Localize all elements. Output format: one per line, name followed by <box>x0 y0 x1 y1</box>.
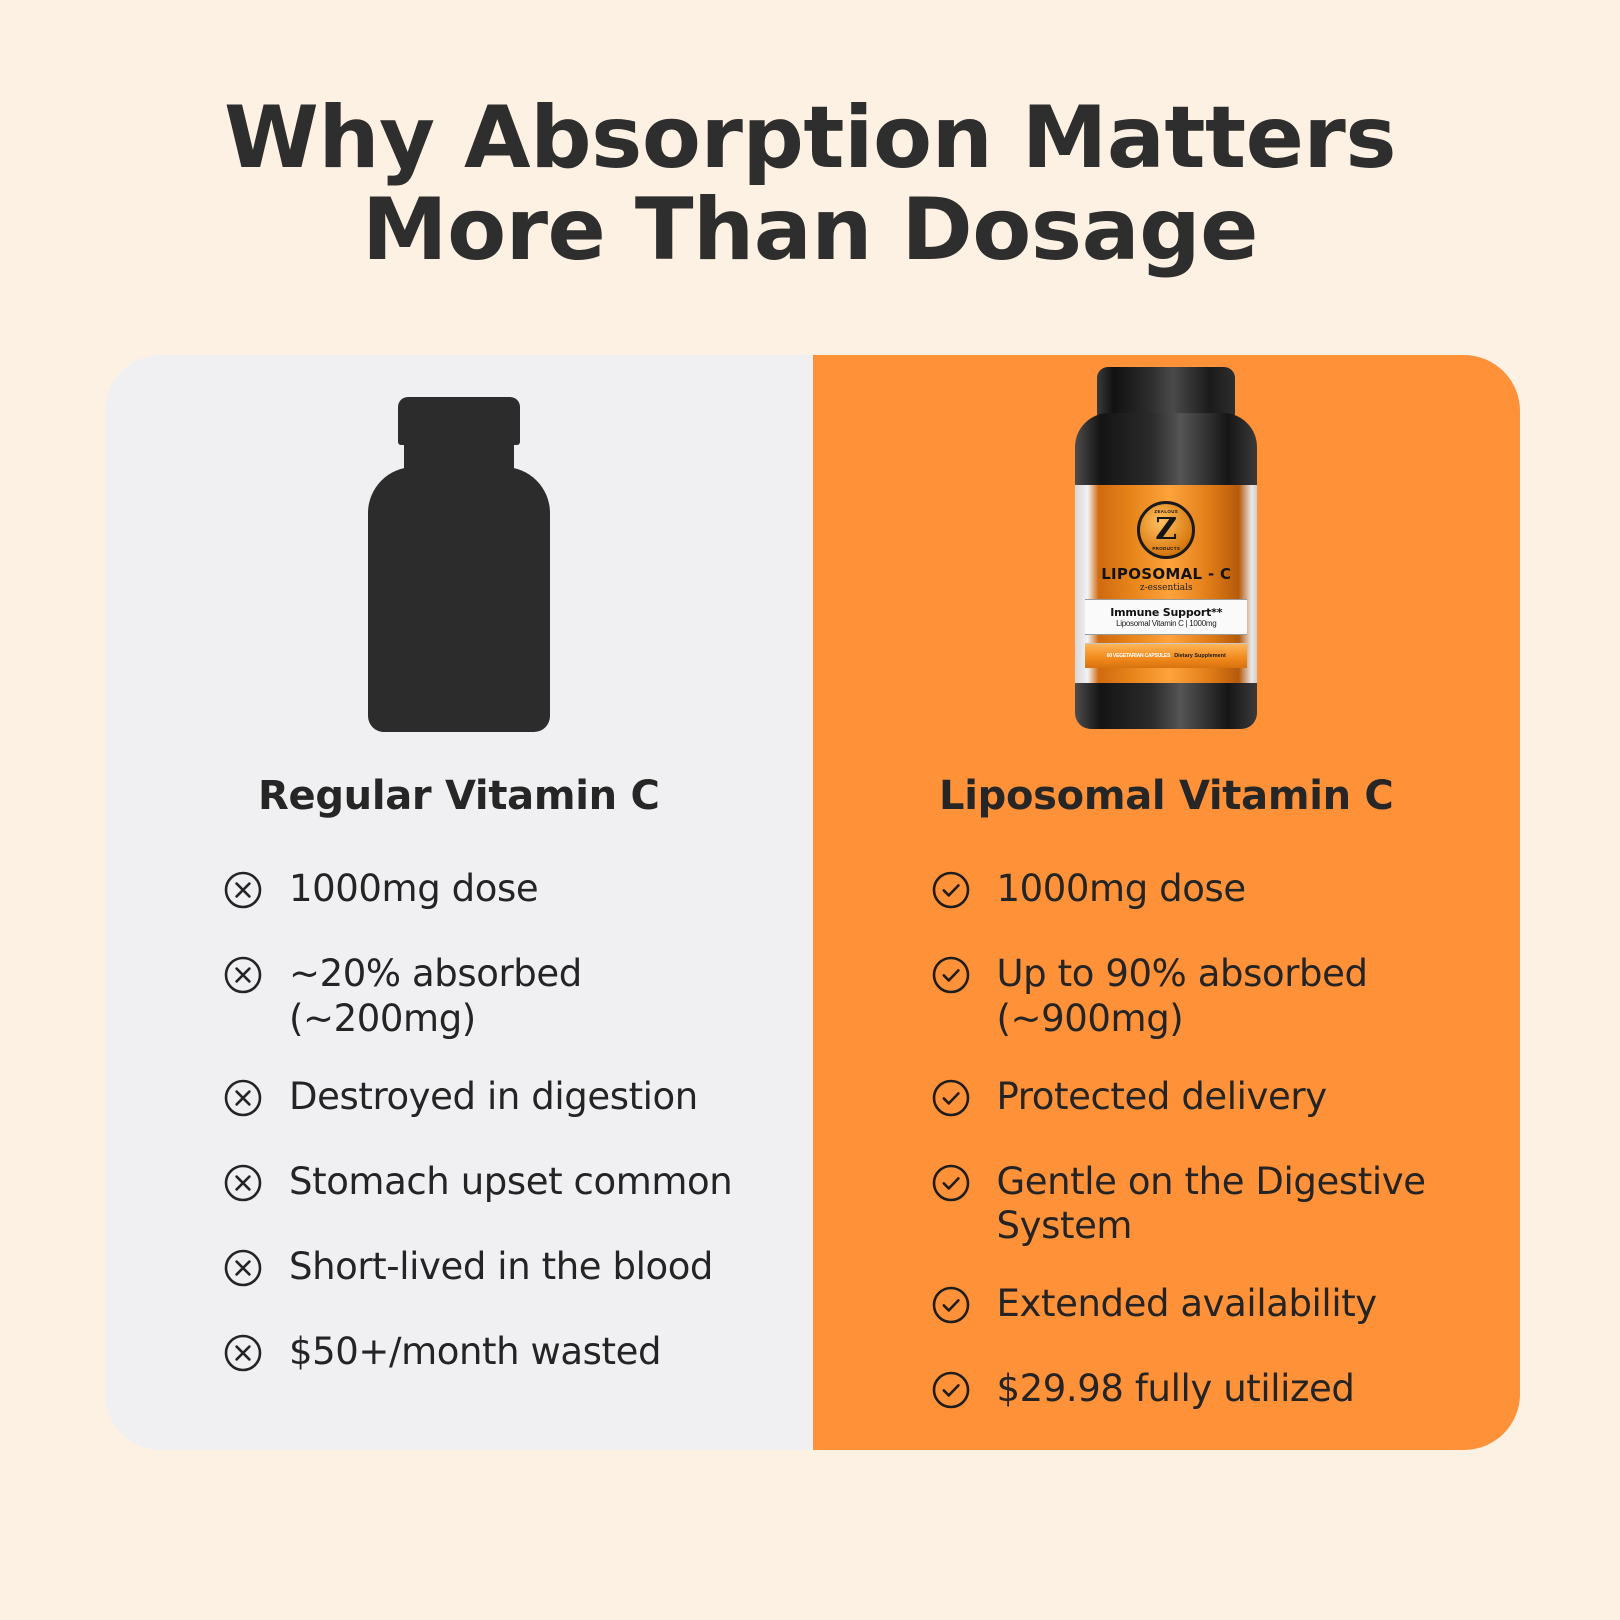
list-item-label: Stomach upset common <box>289 1159 733 1203</box>
list-item: Gentle on the Digestive System <box>931 1160 1467 1250</box>
liposomal-feature-list: 1000mg dose Up to 90% absorbed (~900mg) … <box>813 867 1521 1450</box>
list-item: $29.98 fully utilized <box>931 1367 1467 1419</box>
list-item-label: 1000mg dose <box>996 867 1247 910</box>
label-footer-strip: 60 VEGETARIAN CAPSULES Dietary Supplemen… <box>1085 643 1248 668</box>
label-product-name: LIPOSOMAL - C <box>1101 565 1232 583</box>
check-circle-icon <box>931 1285 971 1325</box>
check-circle-icon <box>931 870 971 910</box>
label-claim-sub: Liposomal Vitamin C | 1000mg <box>1116 619 1217 628</box>
x-circle-icon <box>223 955 263 995</box>
list-item-label: Gentle on the Digestive System <box>996 1159 1426 1248</box>
check-circle-icon <box>931 955 971 995</box>
list-item: Protected delivery <box>931 1075 1467 1127</box>
list-item-label: 1000mg dose <box>289 867 539 910</box>
silhouette-cap <box>397 397 520 445</box>
list-item-label: Extended availability <box>996 1282 1378 1326</box>
list-item-label: ~20% absorbed (~200mg) <box>289 952 582 1040</box>
list-item-label: $50+/month wasted <box>289 1329 662 1373</box>
bottle-base <box>1075 683 1258 729</box>
list-item: 1000mg dose <box>931 867 1467 919</box>
liposomal-bottle-stage: ZEALOUS Z PRODUCTS LIPOSOMAL - C z-essen… <box>813 355 1521 755</box>
label-claim-main: Immune Support** <box>1110 606 1223 619</box>
seal-ring-top-text: ZEALOUS <box>1154 509 1179 514</box>
label-claim-strip: Immune Support** Liposomal Vitamin C | 1… <box>1085 599 1248 635</box>
list-item: Up to 90% absorbed (~900mg) <box>931 952 1467 1042</box>
product-bottle-image: ZEALOUS Z PRODUCTS LIPOSOMAL - C z-essen… <box>1068 367 1264 729</box>
check-circle-icon <box>931 1370 971 1410</box>
brand-seal-icon: ZEALOUS Z PRODUCTS <box>1137 501 1196 559</box>
x-circle-icon <box>223 1163 263 1203</box>
list-item-label: Short-lived in the blood <box>289 1244 714 1288</box>
bottle-cap <box>1097 367 1236 419</box>
check-circle-icon <box>931 1078 971 1118</box>
silhouette-body <box>367 467 550 732</box>
page-title-line-1: Why Absorption Matters <box>223 88 1397 188</box>
list-item: $50+/month wasted <box>223 1330 759 1382</box>
regular-vitamin-c-panel: Regular Vitamin C 1000mg dose ~20% absor… <box>105 355 813 1450</box>
list-item-label: $29.98 fully utilized <box>996 1367 1355 1411</box>
bottle-silhouette-icon <box>359 397 559 732</box>
x-circle-icon <box>223 1078 263 1118</box>
list-item: Stomach upset common <box>223 1160 759 1212</box>
list-item: Extended availability <box>931 1282 1467 1334</box>
label-supplement-type: Dietary Supplement <box>1174 653 1226 659</box>
label-capsule-count: 60 VEGETARIAN CAPSULES <box>1106 653 1171 659</box>
page-title: Why Absorption Matters More Than Dosage <box>0 92 1620 276</box>
check-circle-icon <box>931 1163 971 1203</box>
liposomal-vitamin-c-panel: ZEALOUS Z PRODUCTS LIPOSOMAL - C z-essen… <box>812 355 1521 1450</box>
x-circle-icon <box>223 1333 263 1373</box>
x-circle-icon <box>223 1248 263 1288</box>
regular-feature-list: 1000mg dose ~20% absorbed (~200mg) Destr… <box>105 867 813 1415</box>
left-column-heading: Regular Vitamin C <box>257 773 660 819</box>
page-title-line-2: More Than Dosage <box>361 180 1259 281</box>
seal-letter: Z <box>1155 512 1178 547</box>
list-item: ~20% absorbed (~200mg) <box>223 952 759 1042</box>
seal-ring-bottom-text: PRODUCTS <box>1152 546 1181 551</box>
bottle-label: ZEALOUS Z PRODUCTS LIPOSOMAL - C z-essen… <box>1075 485 1258 687</box>
list-item-label: Protected delivery <box>996 1074 1328 1118</box>
list-item-label: Up to 90% absorbed (~900mg) <box>996 952 1368 1040</box>
list-item: Short-lived in the blood <box>223 1245 759 1297</box>
right-column-heading: Liposomal Vitamin C <box>939 773 1394 819</box>
list-item-label: Destroyed in digestion <box>289 1074 698 1118</box>
regular-bottle-stage <box>105 355 813 755</box>
label-brand-name: z-essentials <box>1139 583 1193 593</box>
comparison-board: Regular Vitamin C 1000mg dose ~20% absor… <box>105 355 1520 1450</box>
list-item: 1000mg dose <box>223 867 759 919</box>
list-item: Destroyed in digestion <box>223 1075 759 1127</box>
x-circle-icon <box>223 870 263 910</box>
